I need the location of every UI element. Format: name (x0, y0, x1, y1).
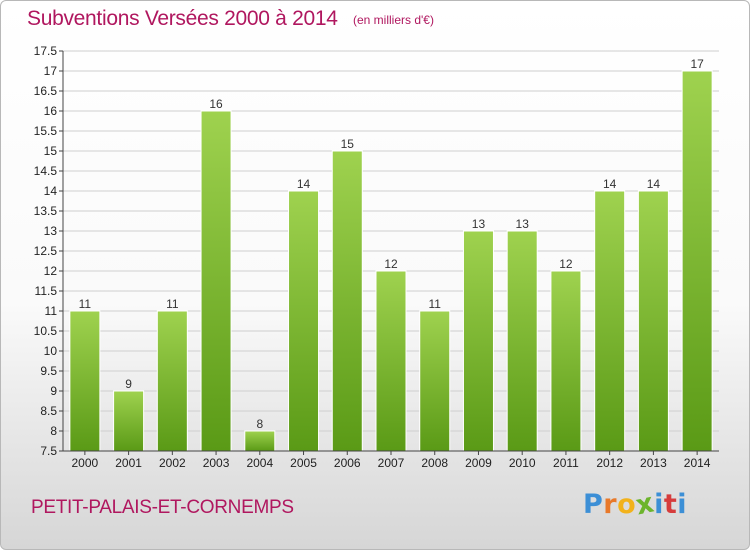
x-tick-label-2010: 2010 (509, 456, 536, 470)
y-tick-label: 16.5 (34, 84, 58, 98)
y-tick-label: 14 (44, 184, 58, 198)
proxiti-logo: Proxiti (583, 487, 688, 521)
y-tick-label: 12 (44, 264, 58, 278)
bar-2006 (331, 150, 363, 452)
data-label-2011: 12 (559, 257, 573, 271)
chart-title: Subventions Versées 2000 à 2014 (27, 7, 338, 30)
x-tick-label-2008: 2008 (421, 456, 448, 470)
x-tick-label-2001: 2001 (115, 456, 142, 470)
bar-2014 (681, 70, 713, 452)
chart-subtitle: (en milliers d'€) (353, 13, 434, 27)
y-tick-label: 9.5 (40, 364, 57, 378)
y-tick-label: 11 (45, 304, 58, 318)
y-tick-label: 7.5 (40, 444, 57, 458)
bar-2007 (375, 270, 407, 452)
x-tick-label-2004: 2004 (246, 456, 273, 470)
x-tick-label-2005: 2005 (290, 456, 317, 470)
x-axis-ticks: 2000 2001 2002 2003 2004 2005 2006 2007 2008 2009… (72, 451, 711, 470)
y-axis-ticks: 7.5 8 8.5 9 9.5 10 10.5 11 11.5 12 12.5 13 13.5 14 14.… (34, 44, 63, 458)
data-label-2006: 15 (341, 137, 355, 151)
x-tick-label-2006: 2006 (334, 456, 361, 470)
data-label-2005: 14 (297, 177, 311, 191)
y-tick-label: 13.5 (34, 204, 58, 218)
y-tick-label: 8.5 (40, 404, 57, 418)
logo-letter: r (603, 489, 618, 520)
x-tick-label-2009: 2009 (465, 456, 492, 470)
bar-2003 (200, 110, 232, 452)
y-tick-label: 10.5 (34, 324, 58, 338)
y-tick-label: 11.5 (35, 284, 58, 298)
bar-2009 (462, 230, 494, 452)
bar-2008 (419, 310, 451, 452)
bar-2002 (156, 310, 188, 452)
logo-letter: i (654, 489, 664, 520)
x-tick-label-2000: 2000 (72, 456, 99, 470)
bar-2011 (550, 270, 582, 452)
logo-letter: i (677, 489, 688, 520)
data-label-2007: 12 (384, 257, 398, 271)
x-tick-label-2002: 2002 (159, 456, 186, 470)
x-tick-label-2003: 2003 (203, 456, 230, 470)
data-labels: 11 9 11 16 8 14 15 12 11 13 13 12 14 14 17 (79, 57, 704, 431)
data-label-2002: 11 (166, 297, 179, 311)
y-tick-label: 15 (44, 144, 58, 158)
logo-letter: t (663, 489, 678, 520)
axes (62, 51, 719, 452)
bar-2005 (288, 190, 320, 452)
y-tick-label: 13 (44, 224, 58, 238)
y-tick-label: 17 (44, 64, 58, 78)
data-label-2001: 9 (125, 377, 132, 391)
y-tick-label: 12.5 (34, 244, 58, 258)
y-tick-label: 14.5 (34, 164, 58, 178)
y-tick-label: 15.5 (34, 124, 58, 138)
bar-2004 (244, 430, 276, 452)
data-label-2004: 8 (256, 417, 263, 431)
bar-2013 (637, 190, 669, 452)
bar-2000 (69, 310, 101, 452)
data-label-2012: 14 (603, 177, 617, 191)
data-label-2010: 13 (516, 217, 530, 231)
data-label-2009: 13 (472, 217, 486, 231)
data-label-2008: 11 (428, 297, 441, 311)
y-tick-label: 8 (50, 424, 57, 438)
y-tick-label: 9 (50, 384, 57, 398)
x-tick-label-2013: 2013 (640, 456, 667, 470)
y-tick-label: 17.5 (34, 44, 58, 58)
data-label-2003: 16 (209, 97, 223, 111)
y-tick-label: 10 (44, 344, 58, 358)
data-label-2000: 11 (79, 297, 92, 311)
data-label-2013: 14 (647, 177, 661, 191)
x-tick-label-2012: 2012 (596, 456, 623, 470)
logo-letter: P (583, 489, 604, 520)
y-tick-label: 16 (44, 104, 58, 118)
x-tick-label-2011: 2011 (553, 456, 579, 470)
x-tick-label-2014: 2014 (684, 456, 711, 470)
bars (69, 70, 713, 452)
commune-name: PETIT-PALAIS-ET-CORNEMPS (31, 497, 294, 518)
x-tick-label-2007: 2007 (378, 456, 405, 470)
bar-2012 (594, 190, 626, 452)
logo-letter: o (617, 489, 637, 520)
bar-2010 (506, 230, 538, 452)
bar-2001 (113, 390, 145, 452)
data-label-2014: 17 (690, 57, 704, 71)
